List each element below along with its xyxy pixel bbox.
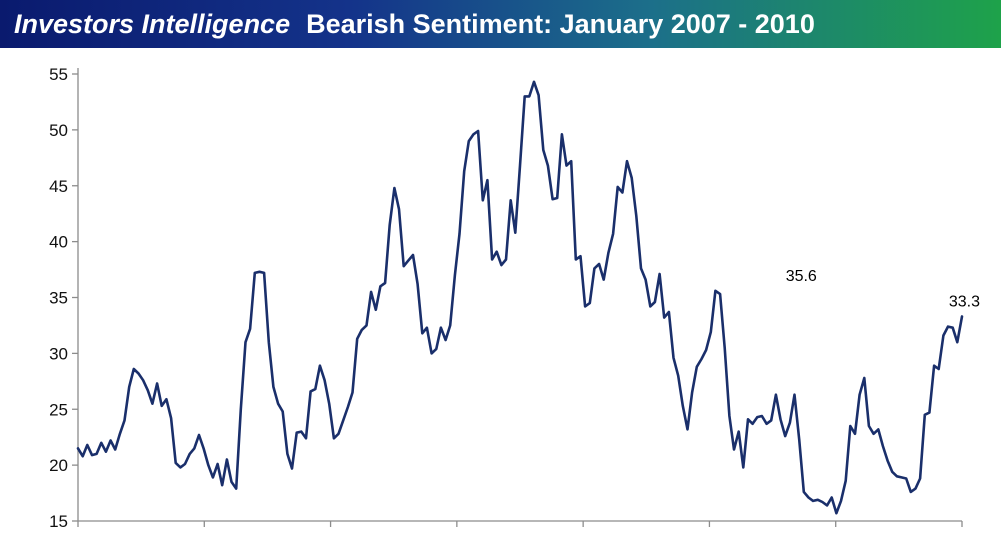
chart-title-bar: Investors Intelligence Bearish Sentiment…	[0, 0, 1001, 48]
y-tick-label: 45	[49, 177, 68, 196]
title-brand: Investors Intelligence	[14, 8, 291, 39]
y-tick-label: 25	[49, 400, 68, 419]
y-tick-label: 30	[49, 344, 68, 363]
line-chart: 15 20 25 30 35 40 45 50 55 35.6 33.3	[49, 65, 980, 531]
y-tick-label: 15	[49, 512, 68, 531]
title-main: Bearish Sentiment: January 2007 - 2010	[306, 8, 815, 39]
y-tick-label: 40	[49, 233, 68, 252]
data-label: 35.6	[786, 268, 817, 285]
y-tick-label: 50	[49, 121, 68, 140]
y-tick-label: 20	[49, 456, 68, 475]
data-label: 33.3	[949, 293, 980, 310]
y-tick-label: 55	[49, 65, 68, 84]
y-tick-label: 35	[49, 289, 68, 308]
series-line	[76, 80, 964, 515]
